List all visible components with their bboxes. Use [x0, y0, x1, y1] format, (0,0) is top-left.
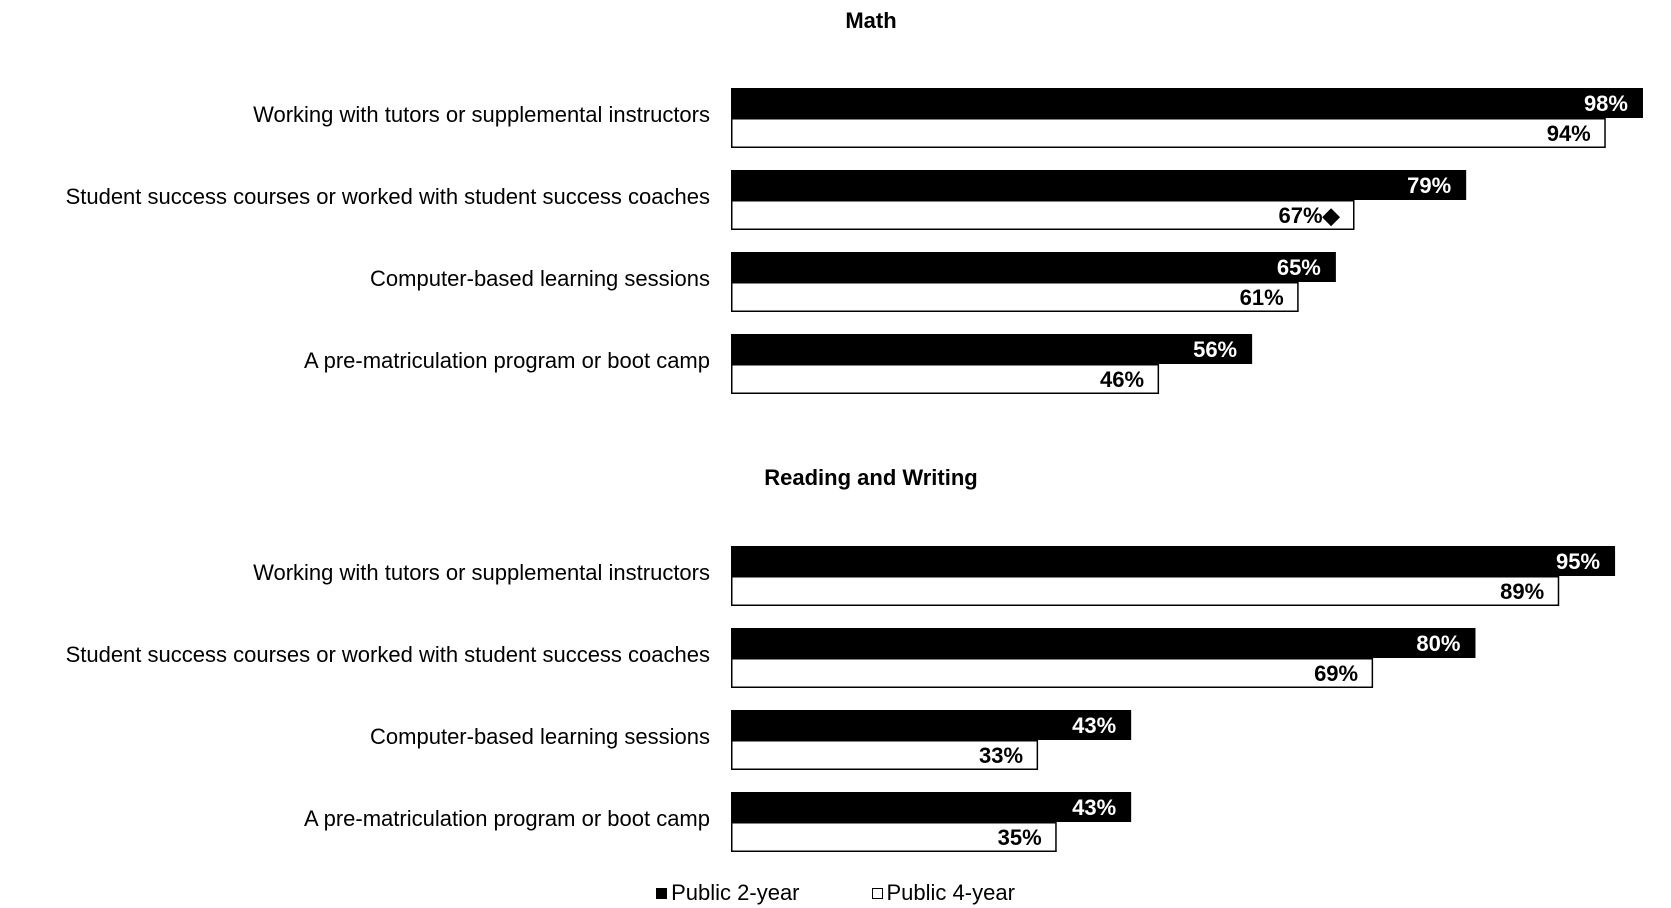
- category-label: Computer-based learning sessions: [370, 266, 710, 291]
- data-label-public-2-year: 80%: [1416, 631, 1460, 656]
- chart-title-math: Math: [845, 8, 897, 33]
- bar-public-2-year: [731, 170, 1467, 200]
- data-label-public-4-year: 46%: [1100, 367, 1144, 392]
- data-label-public-2-year: 43%: [1072, 713, 1116, 738]
- data-label-public-4-year: 89%: [1500, 579, 1544, 604]
- legend-label: Public 2-year: [671, 880, 800, 905]
- bar-public-4-year: [731, 282, 1299, 312]
- bar-public-2-year: [731, 546, 1616, 576]
- data-label-public-2-year: 43%: [1072, 795, 1116, 820]
- bar-public-2-year: [731, 88, 1643, 118]
- chart-legend: Public 2-year Public 4-year: [0, 878, 1671, 908]
- legend-label: Public 4-year: [886, 880, 1015, 905]
- bar-public-4-year: [731, 576, 1560, 606]
- bar-public-4-year: [731, 200, 1355, 230]
- chart-title-reading-writing: Reading and Writing: [764, 465, 978, 490]
- data-label-public-4-year: 33%: [979, 743, 1023, 768]
- data-label-public-4-year: 67%◆: [1279, 203, 1341, 228]
- bar-public-2-year: [731, 334, 1253, 364]
- bar-public-4-year: [731, 364, 1160, 394]
- bar-public-4-year: [731, 118, 1606, 148]
- data-label-public-2-year: 98%: [1584, 91, 1628, 116]
- bar-public-2-year: [731, 252, 1336, 282]
- legend-item-public-4-year: Public 4-year: [871, 880, 1015, 906]
- data-label-public-4-year: 69%: [1314, 661, 1358, 686]
- data-label-public-4-year: 61%: [1240, 285, 1284, 310]
- category-label: Working with tutors or supplemental inst…: [253, 560, 710, 585]
- category-label: Working with tutors or supplemental inst…: [253, 102, 710, 127]
- bar-public-2-year: [731, 792, 1132, 822]
- category-label: A pre-matriculation program or boot camp: [304, 348, 710, 373]
- bar-public-2-year: [731, 710, 1132, 740]
- bar-public-2-year: [731, 628, 1476, 658]
- legend-swatch-empty: [871, 887, 883, 899]
- category-label: A pre-matriculation program or boot camp: [304, 806, 710, 831]
- bar-public-4-year: [731, 658, 1374, 688]
- bar-public-4-year: [731, 740, 1039, 770]
- category-label: Computer-based learning sessions: [370, 724, 710, 749]
- data-label-public-2-year: 65%: [1277, 255, 1321, 280]
- data-label-public-4-year: 35%: [998, 825, 1042, 850]
- data-label-public-2-year: 79%: [1407, 173, 1451, 198]
- legend-swatch-filled: [656, 887, 668, 899]
- category-label: Student success courses or worked with s…: [66, 642, 710, 667]
- data-label-public-4-year: 94%: [1547, 121, 1591, 146]
- bar-public-4-year: [731, 822, 1057, 852]
- legend-item-public-2-year: Public 2-year: [656, 880, 800, 906]
- category-label: Student success courses or worked with s…: [66, 184, 710, 209]
- data-label-public-2-year: 56%: [1193, 337, 1237, 362]
- data-label-public-2-year: 95%: [1556, 549, 1600, 574]
